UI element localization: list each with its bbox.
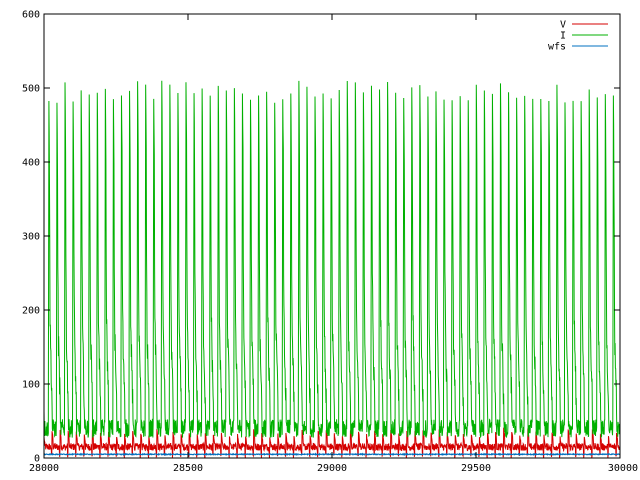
x-tick-label: 28500: [173, 463, 203, 474]
y-tick-label: 0: [34, 454, 40, 465]
x-tick-label: 30000: [608, 463, 638, 474]
legend-label: I: [560, 31, 566, 42]
y-tick-label: 200: [22, 306, 40, 317]
x-tick-label: 29500: [461, 463, 491, 474]
x-tick-label: 28000: [29, 463, 59, 474]
series-line-v: [43, 427, 621, 459]
y-tick-label: 400: [22, 158, 40, 169]
y-tick-label: 300: [22, 232, 40, 243]
legend-label: V: [560, 20, 566, 31]
y-tick-label: 600: [22, 10, 40, 21]
x-tick-label: 29000: [317, 463, 347, 474]
legend-label: wfs: [548, 42, 566, 53]
series-line-i: [43, 80, 621, 439]
y-tick-label: 100: [22, 380, 40, 391]
y-tick-label: 500: [22, 84, 40, 95]
axis-layer: 0 100 200 300 400 500 600 28000 28500 29000 29500 3…: [22, 10, 638, 475]
